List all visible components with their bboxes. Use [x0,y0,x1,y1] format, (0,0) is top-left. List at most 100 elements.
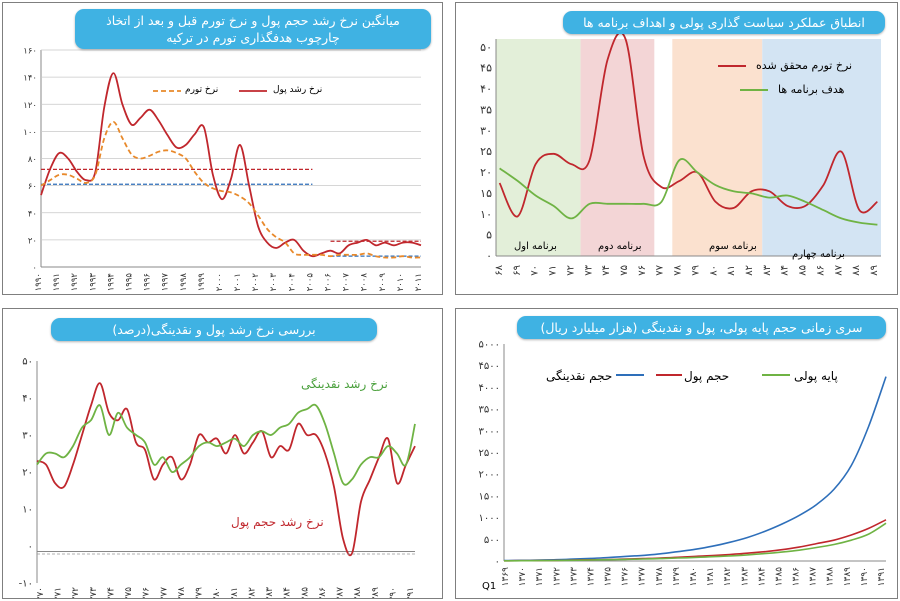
y-tick-label: -۱۰ [19,579,33,590]
x-tick-label: ۸۱ [726,265,737,276]
x-tick-label: ۱۳۷۶ [142,587,152,599]
x-tick-label: ۸۳ [762,264,773,275]
y-tick-label: ۳۵۰۰ [479,405,500,416]
x-tick-label: ۱۳۸۳ [740,567,750,587]
series-line [40,72,422,258]
x-tick-label: ۱۳۸۳ [265,587,275,599]
x-tick-label: ۱۳۸۸ [353,587,363,599]
legend-label-inflation: نرخ تورم [185,85,219,95]
x-tick-label: ۱۳۸۵ [774,567,784,587]
x-tick-label: ۱۳۸۶ [318,587,328,599]
x-tick-label: ۱۳۷۳ [569,567,579,587]
y-tick-label: ۸۰ [28,155,37,165]
y-tick-label: ۳۵ [480,103,492,116]
x-tick-label: ۱۳۸۹ [371,587,381,599]
y-tick-label: ۶۰ [28,182,37,192]
y-tick-label: ۰ [32,264,37,274]
series-line [503,519,887,562]
y-tick-label: ۲۰ [480,166,492,179]
y-tick-label: ۱۰ [22,505,33,516]
y-tick-label: ۲۰ [28,236,37,246]
y-tick-label: ۴۰۰۰ [479,383,500,394]
legend-label-money-growth: نرخ رشد پول [273,85,323,95]
x-tick-label: ۱۳۸۹ [843,567,853,587]
y-tick-label: ۴۵ [480,62,492,75]
x-tick-label: ۶۸ [494,264,505,275]
series-line [40,120,422,259]
x-tick-label: ۱۹۹۷ [161,273,171,292]
x-tick-label: ۲۰۰۳ [269,273,279,292]
x-tick-label: ۲۰۰۲ [251,273,261,292]
y-tick-label: ۱۰ [480,208,492,221]
x-tick-label: ۱۳۷۵ [604,567,614,587]
x-tick-label: ۱۳۷۴ [586,567,596,587]
chart-title: بررسی نرخ رشد پول و نقدینگی(درصد) [51,318,377,341]
chart-title: انطباق عملکرد سیاست گذاری پولی و اهداف ب… [563,11,885,34]
series-line [503,522,887,562]
x-tick-label: ۲۰۰۱ [233,273,243,291]
chart-turkey: ۰ ۲۰ ۴۰ ۶۰ ۸۰ ۱۰۰ ۱۲۰ ۱۴۰ ۱۶۰ ۱۹۹۰ ۱۹۹۱ ۱۹۹۲ ۱۹۹۳ ۱۹۹… [23,47,424,292]
series-line [36,382,416,557]
panel-money-levels: ۰ ۵۰۰ ۱۰۰۰ ۱۵۰۰ ۲۰۰۰ ۲۵۰۰ ۳۰۰۰ ۳۵۰۰ ۴۰۰۰ ۴۵۰۰ ۵۰۰۰… [455,308,898,599]
y-tick-label: ۵ [486,229,492,242]
x-tick-label: ۱۳۹۱ [877,567,887,586]
x-tick-label: ۲۰۰۸ [360,273,370,292]
x-tick-label: ۷۵ [619,265,630,276]
chart-title: میانگین نرخ رشد حجم پول و نرخ تورم قبل و… [75,9,431,49]
panel-program-targets: ۰ ۵ ۱۰ ۱۵ ۲۰ ۲۵ ۳۰ ۳۵ ۴۰ ۴۵ ۵۰ ۶۸ ۶۹ ۷۰ ۷۱ ۷۲ ۷۳ ۷۴ ۷۵ ۷۶ ۷۷… [455,2,898,295]
x-tick-label: ۷۹ [690,265,701,276]
y-tick-label: ۱۵۰۰ [479,491,500,502]
x-tick-label: ۱۳۸۶ [792,567,802,587]
x-tick-label: ۲۰۱۱ [414,273,424,291]
program-band [672,39,763,256]
x-tick-label: ۸۴ [780,265,791,276]
y-tick-label: ۲۵۰۰ [479,448,500,459]
panel-turkey-money-growth: ۰ ۲۰ ۴۰ ۶۰ ۸۰ ۱۰۰ ۱۲۰ ۱۴۰ ۱۶۰ ۱۹۹۰ ۱۹۹۱ ۱۹۹۲ ۱۹۹۳ ۱۹۹… [2,2,443,295]
chart-levels: ۰ ۵۰۰ ۱۰۰۰ ۱۵۰۰ ۲۰۰۰ ۲۵۰۰ ۳۰۰۰ ۳۵۰۰ ۴۰۰۰ ۴۵۰۰ ۵۰۰۰… [479,340,887,587]
x-tick-label: ۱۳۷۳ [89,587,99,599]
program-band [762,39,881,256]
x-tick-label: ۸۷ [833,264,844,275]
band-label-program-3: برنامه سوم [709,241,757,252]
x-tick-label: ۲۰۱۰ [396,273,406,291]
x-tick-label: ۱۳۷۸ [655,567,665,587]
x-tick-label: ۱۳۷۵ [124,587,134,599]
x-tick-label: ۱۳۷۸ [177,587,187,599]
x-tick-label: ۷۲ [565,265,576,276]
x-tick-label: ۷۱ [548,265,559,276]
x-tick-label: ۱۳۸۷ [336,587,346,599]
legend-label-base-money: پایه پولی [794,369,838,383]
series-line [499,158,878,226]
x-tick-label: ۱۳۸۴ [757,567,767,587]
y-tick-label: ۳۰ [480,124,492,137]
series-label-liquidity-growth: نرخ رشد نقدینگی [301,377,388,391]
band-label-program-1: برنامه اول [514,241,557,252]
x-tick-label: ۱۳۷۷ [159,587,169,599]
x-tick-label: ۸۸ [851,264,862,275]
y-tick-label: ۲۰۰۰ [479,470,500,481]
y-tick-label: ۰ [486,250,492,263]
y-tick-label: ۴۰ [28,209,37,219]
x-tick-label: ۱۳۸۵ [300,587,310,599]
x-tick-label: ۱۳۸۱ [706,567,716,586]
x-tick-label: ۱۹۹۳ [88,273,98,292]
band-label-program-4: برنامه چهارم [792,249,845,260]
x-tick-label: ۷۰ [530,265,541,276]
y-tick-label: ۲۵ [480,145,492,158]
y-tick-label: ۴۰ [480,83,492,96]
x-tick-label: ۱۳۷۷ [638,567,648,587]
y-tick-label: ۵۰۰ [484,535,500,546]
x-tick-label: ۱۳۷۲ [552,567,562,587]
x-tick-label: ۸۶ [815,265,826,276]
x-tick-label: ۷۳ [583,264,594,275]
x-tick-label: ۱۳۸۷ [809,567,819,587]
x-tick-label: ۱۳۷۰ [36,587,46,599]
x-tick-label: ۱۳۸۰ [212,587,222,599]
y-tick-label: ۱۶۰ [23,47,37,57]
x-tick-label: ۷۶ [637,265,648,276]
x-tick-label: ۱۹۹۵ [124,273,134,292]
series-line [503,376,887,562]
legend-label-program-target: هدف برنامه ها [778,83,845,96]
panel-money-liquidity-growth: -۱۰ ۰ ۱۰ ۲۰ ۳۰ ۴۰ ۵۰ ۱۳۷۰ ۱۳۷۱ ۱۳۷۲ ۱۳۷۳ ۱۳۷۴ ۱۳۷۵ ۱۳… [2,308,443,599]
y-tick-label: ۳۰۰۰ [479,426,500,437]
